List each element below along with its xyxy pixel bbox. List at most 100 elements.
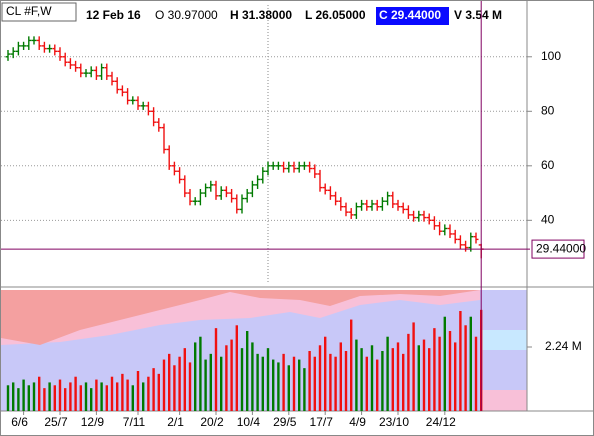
y-tick-label: 80 <box>541 103 555 117</box>
volume-bar <box>168 353 171 411</box>
volume-tick-label: 2.24 M <box>545 339 582 353</box>
volume-bar <box>355 339 358 411</box>
x-tick-label: 6/6 <box>11 415 28 429</box>
volume-bar <box>365 356 368 411</box>
header-date: 12 Feb 16 <box>86 8 141 22</box>
x-tick-label: 25/7 <box>44 415 68 429</box>
close-highlight <box>376 7 449 25</box>
volume-bar <box>152 368 155 411</box>
marks <box>1 36 527 411</box>
volume-bar <box>308 351 311 411</box>
x-tick-label: 4/9 <box>349 415 366 429</box>
header-high: H 31.38000 <box>230 8 292 22</box>
volume-bar <box>386 336 389 411</box>
volume-bar <box>464 325 467 411</box>
volume-bar <box>126 379 129 411</box>
volume-bar <box>27 385 30 411</box>
volume-bar <box>136 371 140 411</box>
volume-bar <box>17 388 20 411</box>
x-tick-label: 12/9 <box>81 415 105 429</box>
volume-bar <box>32 382 36 411</box>
volume-bar <box>147 376 150 411</box>
volume-bar <box>287 365 290 411</box>
x-tick-label: 29/5 <box>273 415 297 429</box>
volume-bar <box>277 362 280 411</box>
y-tick-label: 100 <box>541 49 561 63</box>
volume-bar <box>6 385 10 411</box>
volume-bar <box>448 331 452 411</box>
volume-bar <box>303 368 306 411</box>
volume-bar <box>376 359 379 411</box>
volume-bar <box>282 353 285 411</box>
header-open: O 30.97000 <box>155 8 218 22</box>
volume-bar <box>84 382 88 411</box>
volume-bar <box>64 388 67 411</box>
volume-bar <box>438 336 441 411</box>
y-tick-label: 40 <box>541 212 555 226</box>
volume-bar <box>53 385 56 411</box>
symbol: CL #F,W <box>6 4 52 18</box>
volume-bar <box>199 336 202 411</box>
volume-bar <box>225 345 228 411</box>
volume-bar <box>246 331 249 411</box>
volume-bar <box>459 311 462 411</box>
volume-bar <box>214 328 218 411</box>
volume-bar <box>240 348 244 411</box>
header-low: L 26.05000 <box>305 8 366 22</box>
volume-bar <box>402 353 405 411</box>
volume-bar <box>428 348 431 411</box>
symbol-box <box>1 2 77 22</box>
band <box>1 290 480 345</box>
volume-bar <box>292 356 296 411</box>
volume-bar <box>204 359 207 411</box>
volume-bar <box>454 342 457 411</box>
volume-bar <box>334 356 337 411</box>
crosshair-label: 29.44000 <box>536 241 586 255</box>
y-tick-label: 60 <box>541 158 555 172</box>
volume-bar <box>121 373 124 411</box>
volume-bar <box>142 382 145 411</box>
crosshair-label-box <box>531 239 585 259</box>
volume-bar <box>350 319 353 411</box>
volume-bar <box>412 322 415 411</box>
volume-bar <box>235 325 238 411</box>
volume-bar <box>474 336 478 411</box>
volume-bar <box>469 316 472 411</box>
x-tick-label: 23/10 <box>379 415 409 429</box>
band <box>480 290 527 330</box>
x-tick-label: 7/11 <box>123 415 146 429</box>
volume-bar <box>58 379 62 411</box>
volume-bar <box>251 342 254 411</box>
band <box>480 390 527 411</box>
volume-bar <box>162 359 166 411</box>
volume-bar <box>183 348 186 411</box>
band <box>480 330 527 350</box>
volume-bar <box>48 382 51 411</box>
volume-bar <box>443 316 446 411</box>
volume-bar <box>116 382 119 411</box>
volume-bar <box>173 365 176 411</box>
volume-bar <box>230 339 233 411</box>
volume-bar <box>43 388 46 411</box>
volume-bar <box>178 356 181 411</box>
volume-bar <box>318 345 322 411</box>
volume-bar <box>344 351 348 411</box>
volume-bar <box>313 356 316 411</box>
volume-bar <box>339 342 342 411</box>
header-volume: V 3.54 M <box>454 8 502 22</box>
volume-bar <box>100 382 103 411</box>
x-tick-label: 17/7 <box>310 415 334 429</box>
volume-bar <box>391 348 394 411</box>
volume-bar <box>266 348 270 411</box>
volume-bar <box>272 359 275 411</box>
volume-bar <box>90 388 93 411</box>
volume-bar <box>69 382 72 411</box>
volume-bar <box>324 336 327 411</box>
volume-bar <box>209 353 212 411</box>
volume-bar <box>381 351 384 411</box>
volume-bar <box>433 328 436 411</box>
volume-bar <box>79 385 82 411</box>
header-close: C 29.44000 <box>379 8 441 22</box>
x-tick-label: 2/1 <box>167 415 184 429</box>
